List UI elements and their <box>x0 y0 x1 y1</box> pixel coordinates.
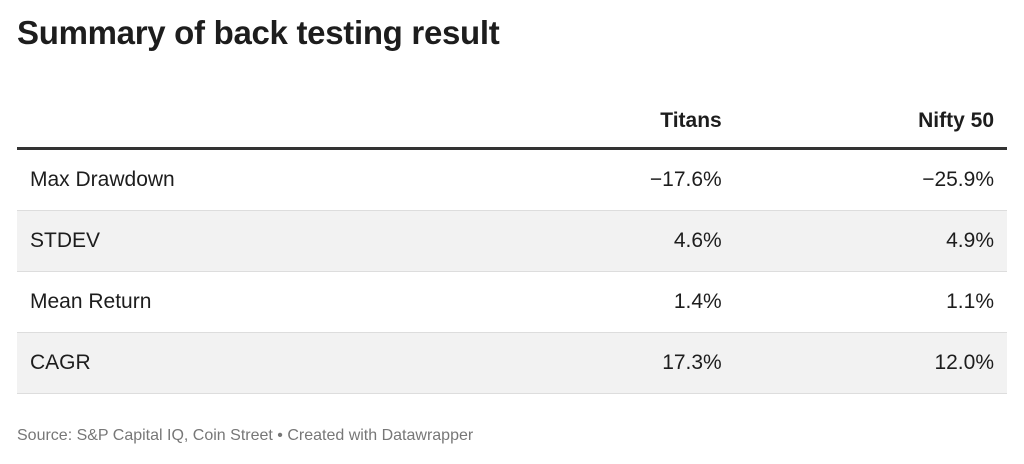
row-label: Max Drawdown <box>17 148 474 211</box>
cell: 4.9% <box>734 210 1007 272</box>
title: Summary of back testing result <box>17 14 500 51</box>
column-header: Titans <box>473 95 735 150</box>
table-body: Max Drawdown −17.6% −25.9% STDEV 4.6% 4.9% Mea… <box>17 148 1007 394</box>
row: CAGR 17.3% 12.0% <box>17 332 1007 394</box>
row-label: STDEV <box>17 210 474 272</box>
source: Source: S&P Capital IQ, Coin Street • Cr… <box>17 427 474 444</box>
row-label: Mean Return <box>17 271 474 333</box>
cell: 1.1% <box>734 271 1007 333</box>
row-label: CAGR <box>17 332 474 394</box>
header-row: Titans Nifty 50 <box>17 95 1007 150</box>
cell: −17.6% <box>473 148 735 211</box>
column-header <box>17 95 474 150</box>
row: STDEV 4.6% 4.9% <box>17 210 1007 272</box>
table: Titans Nifty 50 Max Drawdown −17.6% −25.9% S… <box>17 95 1007 394</box>
row: Max Drawdown −17.6% −25.9% <box>17 148 1007 211</box>
cell: 1.4% <box>473 271 735 333</box>
cell: 12.0% <box>734 332 1007 394</box>
row: Mean Return 1.4% 1.1% <box>17 271 1007 333</box>
cell: 4.6% <box>473 210 735 272</box>
cell: −25.9% <box>734 148 1007 211</box>
cell: 17.3% <box>473 332 735 394</box>
column-header: Nifty 50 <box>734 95 1007 150</box>
